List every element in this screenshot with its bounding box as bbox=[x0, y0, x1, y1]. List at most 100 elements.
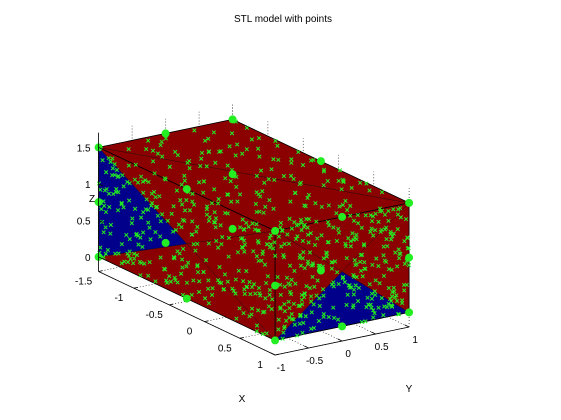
sample-point bbox=[206, 301, 212, 306]
sample-point bbox=[262, 180, 267, 185]
sample-point bbox=[129, 221, 134, 226]
sample-point bbox=[136, 242, 141, 247]
sample-point bbox=[329, 282, 335, 287]
sample-point bbox=[158, 255, 163, 260]
sample-point bbox=[178, 271, 184, 276]
sample-point bbox=[276, 327, 281, 332]
sample-point bbox=[112, 172, 117, 178]
sample-point bbox=[376, 263, 381, 269]
sample-point bbox=[164, 278, 169, 283]
sample-point bbox=[270, 297, 275, 302]
sample-point bbox=[153, 229, 158, 235]
sample-point bbox=[281, 255, 287, 260]
sample-point bbox=[182, 173, 187, 178]
sample-point bbox=[242, 291, 247, 297]
sample-point bbox=[138, 235, 143, 240]
sample-point bbox=[300, 302, 305, 307]
sample-point bbox=[252, 227, 258, 232]
sample-point bbox=[310, 262, 316, 268]
z-tick-label: 1 bbox=[85, 180, 91, 191]
sample-point bbox=[389, 298, 394, 304]
sample-point bbox=[402, 261, 407, 267]
sample-point bbox=[266, 177, 271, 182]
sample-point bbox=[396, 312, 402, 317]
sample-point bbox=[168, 279, 174, 284]
sample-point bbox=[406, 263, 412, 268]
sample-point bbox=[144, 197, 149, 202]
sample-point bbox=[111, 191, 116, 197]
sample-point bbox=[353, 283, 358, 288]
sample-point bbox=[257, 154, 262, 159]
sample-point bbox=[233, 291, 238, 296]
sample-point bbox=[125, 179, 130, 185]
sample-point bbox=[369, 296, 375, 301]
sample-point bbox=[402, 288, 407, 293]
sample-point bbox=[212, 210, 217, 215]
sample-point bbox=[278, 225, 283, 230]
sample-point bbox=[348, 213, 353, 218]
sample-point bbox=[135, 180, 141, 185]
sample-point bbox=[170, 229, 176, 234]
sample-point bbox=[396, 207, 401, 212]
x-tick bbox=[239, 337, 244, 339]
sample-point bbox=[351, 272, 356, 278]
sample-point bbox=[151, 189, 157, 195]
sample-point bbox=[386, 285, 391, 291]
sample-point bbox=[386, 218, 391, 224]
sample-point bbox=[272, 240, 277, 245]
sample-point bbox=[370, 214, 376, 219]
sample-point bbox=[213, 160, 218, 165]
z-tick bbox=[98, 220, 104, 223]
sample-point bbox=[126, 253, 132, 258]
sample-point bbox=[278, 292, 283, 298]
sample-point bbox=[342, 279, 348, 285]
sample-point bbox=[153, 205, 159, 210]
sample-point bbox=[393, 250, 398, 255]
sample-point bbox=[164, 280, 170, 285]
sample-point bbox=[201, 190, 206, 195]
sample-point bbox=[316, 318, 322, 324]
sample-point bbox=[138, 174, 144, 179]
sample-point bbox=[313, 201, 318, 206]
sample-point bbox=[226, 254, 231, 259]
sample-point bbox=[155, 151, 161, 156]
sample-point bbox=[311, 302, 316, 307]
sample-point bbox=[291, 317, 296, 322]
sample-point bbox=[385, 243, 390, 249]
sample-point bbox=[220, 234, 225, 240]
sample-point bbox=[255, 228, 260, 233]
sample-point bbox=[218, 223, 223, 228]
sample-point bbox=[205, 286, 211, 291]
sample-point bbox=[103, 251, 108, 256]
sample-point bbox=[370, 262, 375, 268]
sample-point bbox=[190, 191, 195, 196]
sample-point bbox=[305, 261, 311, 267]
x-tick bbox=[133, 286, 139, 289]
sample-point bbox=[180, 246, 186, 252]
sample-point bbox=[317, 303, 322, 309]
sample-point bbox=[204, 212, 210, 217]
sample-point bbox=[206, 149, 212, 154]
sample-point bbox=[103, 225, 108, 230]
sample-point bbox=[288, 173, 294, 178]
sample-point bbox=[376, 219, 381, 224]
sample-point bbox=[267, 245, 273, 250]
sample-point bbox=[367, 188, 372, 193]
sample-point bbox=[305, 232, 311, 237]
sample-point bbox=[146, 179, 151, 185]
sample-point bbox=[317, 296, 322, 301]
sample-point bbox=[335, 317, 341, 322]
sample-point bbox=[209, 201, 215, 206]
sample-point bbox=[269, 167, 274, 172]
sample-point bbox=[362, 243, 367, 248]
sample-point bbox=[251, 282, 257, 287]
sample-point bbox=[98, 245, 103, 250]
x-tick-label: -1.5 bbox=[75, 277, 93, 288]
sample-point bbox=[267, 198, 272, 203]
sample-point bbox=[230, 286, 235, 291]
sample-point bbox=[354, 232, 359, 237]
sample-point bbox=[106, 155, 111, 161]
sample-point bbox=[306, 240, 311, 245]
sample-point bbox=[235, 250, 241, 255]
